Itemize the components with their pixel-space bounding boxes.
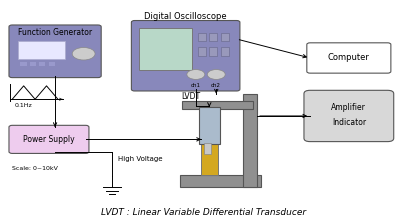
Bar bbox=[18, 41, 66, 59]
Text: Function Generator: Function Generator bbox=[18, 28, 92, 37]
Bar bbox=[139, 28, 192, 70]
Text: Amplifier: Amplifier bbox=[331, 103, 366, 112]
Text: 0.1Hz: 0.1Hz bbox=[14, 103, 32, 108]
FancyBboxPatch shape bbox=[131, 21, 240, 91]
Bar bbox=[209, 47, 217, 56]
Bar bbox=[180, 175, 261, 187]
Bar bbox=[20, 62, 27, 66]
Bar bbox=[39, 62, 45, 66]
Text: Computer: Computer bbox=[328, 54, 370, 62]
Bar bbox=[182, 101, 253, 109]
Text: LVDT : Linear Variable Differential Transducer: LVDT : Linear Variable Differential Tran… bbox=[102, 209, 306, 217]
Text: ch2: ch2 bbox=[211, 83, 221, 88]
Text: Power Supply: Power Supply bbox=[23, 135, 75, 144]
FancyBboxPatch shape bbox=[9, 25, 101, 78]
Circle shape bbox=[187, 70, 205, 79]
Bar bbox=[221, 33, 229, 41]
Bar bbox=[198, 47, 206, 56]
Bar bbox=[243, 94, 257, 187]
Bar bbox=[221, 47, 229, 56]
Bar bbox=[199, 107, 220, 144]
Bar bbox=[204, 143, 211, 154]
Text: High Voltage: High Voltage bbox=[118, 157, 163, 162]
Text: ch1: ch1 bbox=[191, 83, 201, 88]
Bar bbox=[49, 62, 55, 66]
Circle shape bbox=[207, 70, 225, 79]
FancyBboxPatch shape bbox=[307, 43, 391, 73]
FancyBboxPatch shape bbox=[304, 90, 394, 142]
Bar bbox=[30, 62, 36, 66]
Text: Digital Oscilloscope: Digital Oscilloscope bbox=[144, 12, 227, 21]
Text: LVDT: LVDT bbox=[182, 93, 200, 101]
Bar bbox=[209, 33, 217, 41]
Text: Scale: 0~10kV: Scale: 0~10kV bbox=[12, 166, 58, 171]
FancyBboxPatch shape bbox=[9, 125, 89, 153]
Text: Indicator: Indicator bbox=[332, 118, 366, 127]
Bar bbox=[198, 33, 206, 41]
Circle shape bbox=[72, 47, 95, 60]
Bar bbox=[201, 144, 218, 175]
